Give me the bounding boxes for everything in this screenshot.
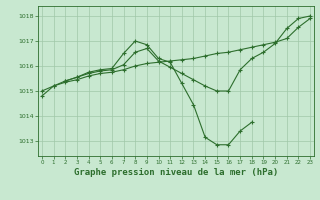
X-axis label: Graphe pression niveau de la mer (hPa): Graphe pression niveau de la mer (hPa): [74, 168, 278, 177]
